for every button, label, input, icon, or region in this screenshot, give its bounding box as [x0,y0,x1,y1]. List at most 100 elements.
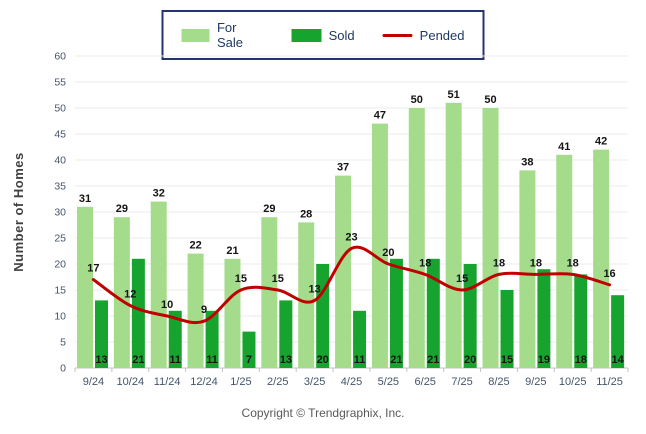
svg-text:60: 60 [54,51,66,63]
svg-text:15: 15 [272,273,284,285]
chart-legend: For Sale Sold Pended [161,10,485,60]
svg-text:18: 18 [575,354,587,366]
svg-text:37: 37 [337,162,349,174]
svg-text:20: 20 [464,354,476,366]
sold-bar [242,331,256,368]
svg-text:31: 31 [79,193,91,205]
svg-text:3/25: 3/25 [304,376,325,388]
svg-text:14: 14 [612,354,625,366]
svg-text:15: 15 [235,273,247,285]
svg-text:11: 11 [354,354,366,366]
svg-text:11/24: 11/24 [154,376,181,388]
x-axis-ticks [74,368,629,372]
svg-text:17: 17 [87,263,99,275]
svg-text:9/25: 9/25 [525,376,546,388]
svg-text:15: 15 [456,273,468,285]
svg-text:21: 21 [132,354,144,366]
sold-bar [168,310,182,368]
legend-label-for-sale: For Sale [216,20,244,50]
for-sale-bar [113,217,130,368]
legend-item-pended: Pended [382,27,465,43]
svg-text:23: 23 [345,231,357,243]
svg-text:9/24: 9/24 [83,376,104,388]
for-sale-bar [77,206,93,368]
chart-plot: 0 5 10 15 20 25 30 35 40 45 50 55 60 31 13 29 21 32 11 22 11… [54,51,629,388]
data-labels: 31 13 29 21 32 11 22 11 21 7 29 13 28 20 37 11 47 21 50 21 5… [79,89,625,366]
svg-text:30: 30 [54,207,66,219]
for-sale-bar [593,149,610,368]
for-sale-bar [187,253,204,368]
sold-bar [279,300,293,368]
for-sale-bar [556,154,573,368]
svg-text:5: 5 [60,337,66,349]
for-sale-bar [445,102,462,369]
legend-item-for-sale: For Sale [181,20,264,50]
svg-text:28: 28 [300,208,312,220]
svg-text:32: 32 [153,188,165,200]
svg-text:12: 12 [124,289,136,301]
svg-text:47: 47 [374,110,386,122]
svg-text:18: 18 [419,257,431,269]
for-sale-bar [224,258,241,368]
legend-label-pended: Pended [419,27,465,43]
svg-text:41: 41 [558,141,570,153]
svg-text:10/25: 10/25 [559,376,587,388]
for-sale-bar [371,123,388,368]
svg-text:25: 25 [54,233,66,245]
svg-text:9: 9 [201,304,207,316]
svg-text:20: 20 [317,354,329,366]
svg-text:21: 21 [427,354,439,366]
x-axis-labels: 9/24 10/24 11/24 12/24 1/25 2/25 3/25 4/25 5/25 6… [83,376,623,388]
sold-bar [389,258,403,368]
svg-text:29: 29 [263,203,275,215]
svg-text:13: 13 [309,283,321,295]
sold-swatch-icon [291,28,322,42]
svg-text:42: 42 [595,136,607,148]
svg-text:15: 15 [54,285,66,297]
svg-text:35: 35 [54,181,66,193]
sold-bar [611,295,625,368]
svg-text:21: 21 [226,245,238,257]
svg-text:29: 29 [116,203,128,215]
sold-bar [537,269,551,368]
for-sale-bar [261,217,278,368]
svg-text:11: 11 [206,354,218,366]
svg-text:2/25: 2/25 [267,376,288,388]
svg-text:19: 19 [538,354,550,366]
pended-line-swatch-icon [382,33,413,37]
svg-text:10: 10 [161,299,173,311]
for-sale-swatch-icon [181,28,210,42]
svg-text:12/24: 12/24 [190,376,218,388]
svg-text:8/25: 8/25 [488,376,509,388]
svg-text:20: 20 [382,247,394,259]
svg-text:55: 55 [54,77,66,89]
sold-bar [353,310,367,368]
sold-bar [131,258,145,368]
sold-bar [500,290,514,368]
for-sale-bar [150,201,167,368]
svg-text:50: 50 [484,94,496,106]
sold-bar [95,300,108,368]
svg-text:18: 18 [567,257,579,269]
svg-text:10/24: 10/24 [117,376,145,388]
svg-text:45: 45 [54,129,66,141]
svg-text:50: 50 [411,94,423,106]
sold-bar [316,264,330,368]
copyright-text: Copyright © Trendgraphix, Inc. [241,406,405,420]
svg-text:18: 18 [530,257,542,269]
svg-text:13: 13 [95,354,107,366]
for-sale-bar [408,108,425,368]
svg-text:0: 0 [60,363,66,375]
pended-labels: 17 12 10 9 15 15 13 23 20 18 15 18 18 18 16 [87,231,615,316]
svg-text:38: 38 [521,156,533,168]
for-sale-bar [335,175,352,368]
svg-text:7/25: 7/25 [451,376,472,388]
sold-bar [205,310,219,368]
svg-text:21: 21 [390,354,402,366]
svg-text:20: 20 [54,259,66,271]
pended-line [91,245,612,325]
svg-text:4/25: 4/25 [341,376,362,388]
svg-text:10: 10 [54,311,66,323]
for-sale-bar [482,108,499,368]
svg-text:11/25: 11/25 [596,376,623,388]
